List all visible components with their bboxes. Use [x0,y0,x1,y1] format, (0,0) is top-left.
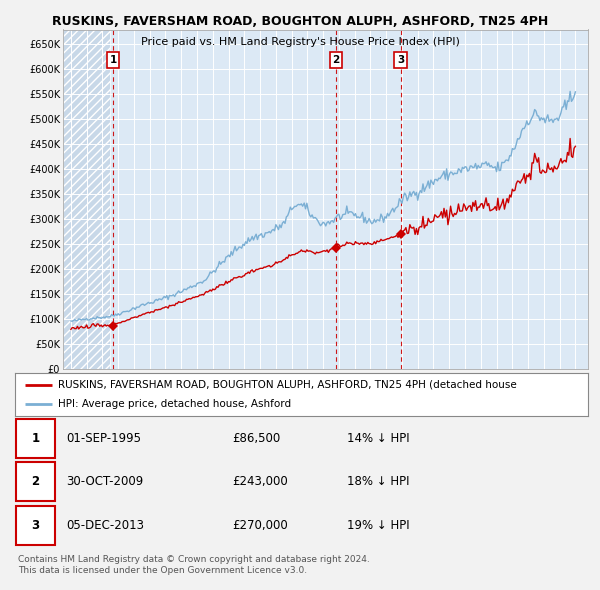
Text: £270,000: £270,000 [233,519,289,532]
Text: 18% ↓ HPI: 18% ↓ HPI [347,476,410,489]
Text: 2: 2 [32,476,40,489]
Text: 14% ↓ HPI: 14% ↓ HPI [347,432,410,445]
Text: Contains HM Land Registry data © Crown copyright and database right 2024.
This d: Contains HM Land Registry data © Crown c… [18,555,370,575]
Text: 19% ↓ HPI: 19% ↓ HPI [347,519,410,532]
Text: £86,500: £86,500 [233,432,281,445]
FancyBboxPatch shape [16,419,55,458]
Text: 01-SEP-1995: 01-SEP-1995 [67,432,142,445]
FancyBboxPatch shape [16,506,55,545]
Text: HPI: Average price, detached house, Ashford: HPI: Average price, detached house, Ashf… [58,399,291,409]
Text: 2: 2 [332,55,340,65]
Text: 1: 1 [32,432,40,445]
Text: 30-OCT-2009: 30-OCT-2009 [67,476,144,489]
Text: 1: 1 [109,55,116,65]
Text: 05-DEC-2013: 05-DEC-2013 [67,519,145,532]
Text: RUSKINS, FAVERSHAM ROAD, BOUGHTON ALUPH, ASHFORD, TN25 4PH: RUSKINS, FAVERSHAM ROAD, BOUGHTON ALUPH,… [52,15,548,28]
Polygon shape [63,30,110,369]
Text: £243,000: £243,000 [233,476,289,489]
Text: 3: 3 [397,55,404,65]
Text: Price paid vs. HM Land Registry's House Price Index (HPI): Price paid vs. HM Land Registry's House … [140,37,460,47]
Text: 3: 3 [32,519,40,532]
FancyBboxPatch shape [16,463,55,502]
Text: RUSKINS, FAVERSHAM ROAD, BOUGHTON ALUPH, ASHFORD, TN25 4PH (detached house: RUSKINS, FAVERSHAM ROAD, BOUGHTON ALUPH,… [58,380,517,390]
